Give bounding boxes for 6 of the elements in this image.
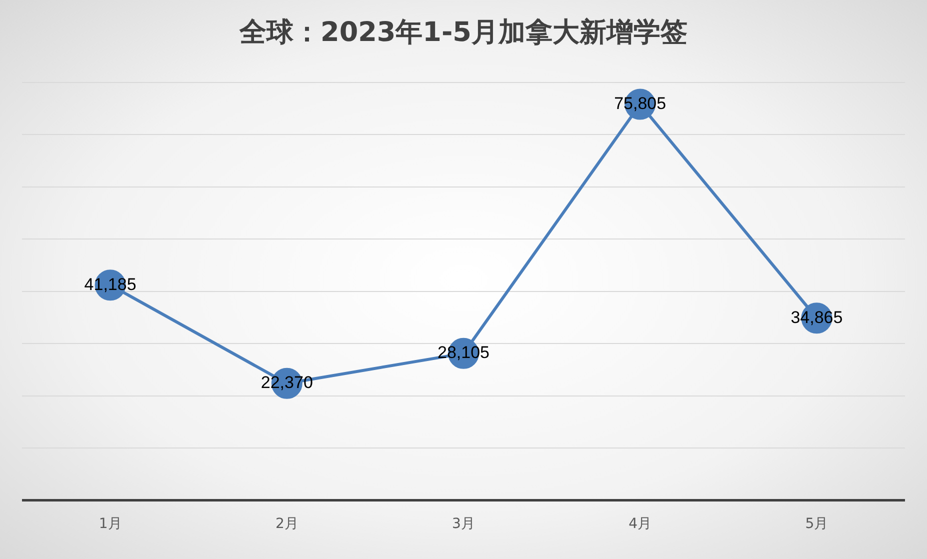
x-tick-label: 3月 — [452, 516, 475, 532]
chart-title: 全球：2023年1-5月加拿大新增学签 — [238, 17, 688, 48]
x-tick-label: 4月 — [628, 516, 652, 532]
x-tick-label: 2月 — [275, 516, 298, 532]
x-tick-label: 5月 — [805, 516, 828, 532]
x-tick-label: 1月 — [98, 516, 122, 532]
